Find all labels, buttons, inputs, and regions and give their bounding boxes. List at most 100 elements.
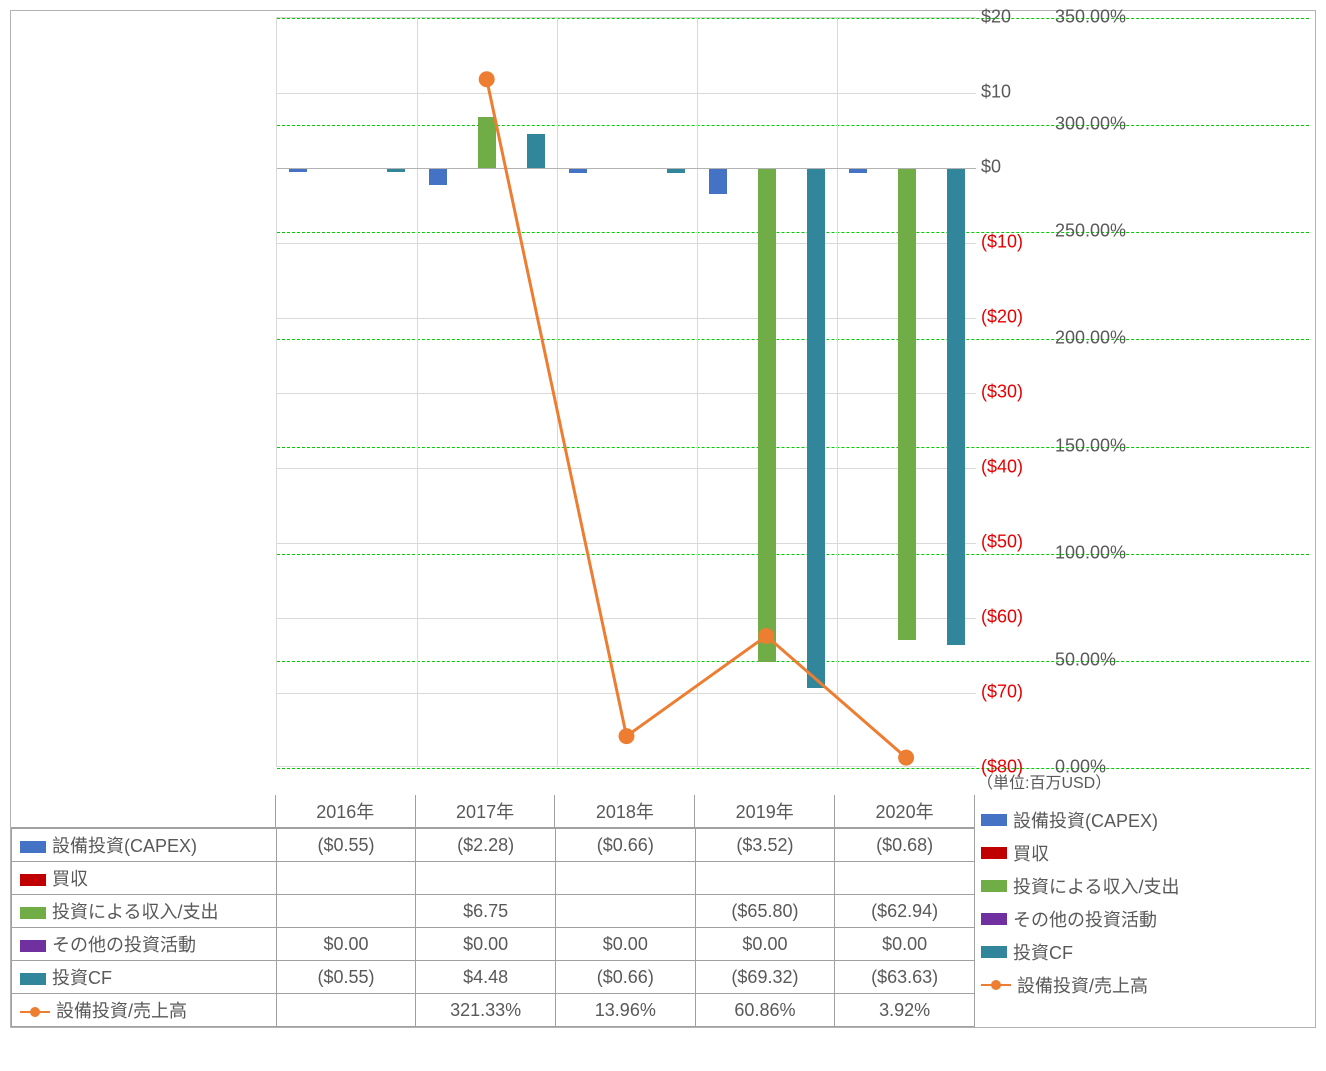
cell-capex: ($3.52)	[695, 829, 835, 862]
data-table: 設備投資(CAPEX)($0.55)($2.28)($0.66)($3.52)(…	[11, 828, 975, 1027]
y-right-tick: 250.00%	[1055, 221, 1126, 242]
legend-label: その他の投資活動	[1013, 906, 1157, 932]
swatch-icon	[981, 946, 1007, 958]
cell-other: $0.00	[276, 928, 416, 961]
cell-invest_cf: ($0.55)	[276, 961, 416, 994]
cell-acquisition	[556, 862, 696, 895]
y-left-tick: $20	[981, 7, 1011, 28]
swatch-icon	[981, 880, 1007, 892]
y-right-tick: 350.00%	[1055, 7, 1126, 28]
y-left-tick: ($40)	[981, 457, 1023, 478]
gridline-right	[277, 768, 1309, 769]
row-label-invest_io: 投資による収入/支出	[12, 895, 277, 928]
y-axis-left: $20$10$0($10)($20)($30)($40)($50)($60)($…	[981, 17, 1046, 767]
cell-ratio: 321.33%	[416, 994, 556, 1027]
y-left-tick: $0	[981, 157, 1001, 178]
cell-ratio: 13.96%	[556, 994, 696, 1027]
cell-capex: ($2.28)	[416, 829, 556, 862]
line-swatch-icon	[20, 1005, 50, 1019]
legend-item-invest_cf: 投資CF	[981, 935, 1179, 968]
legend-item-capex: 設備投資(CAPEX)	[981, 803, 1179, 836]
year-row: 2016年2017年2018年2019年2020年	[11, 795, 975, 828]
series-label: 設備投資/売上高	[56, 1001, 187, 1021]
legend-item-ratio: 設備投資/売上高	[981, 968, 1179, 1001]
ratio-marker	[479, 71, 495, 87]
cell-invest_io: ($65.80)	[695, 895, 835, 928]
line-swatch-icon	[981, 978, 1011, 992]
legend-item-acquisition: 買収	[981, 836, 1179, 869]
y-left-tick: ($50)	[981, 532, 1023, 553]
plot-area	[276, 17, 976, 767]
ratio-line	[487, 79, 906, 757]
legend-label: 設備投資(CAPEX)	[1013, 807, 1158, 833]
y-right-tick: 200.00%	[1055, 328, 1126, 349]
year-label: 2020年	[835, 795, 975, 828]
year-label: 2019年	[695, 795, 835, 828]
cell-ratio	[276, 994, 416, 1027]
cell-invest_io: ($62.94)	[835, 895, 975, 928]
cell-other: $0.00	[835, 928, 975, 961]
series-label: その他の投資活動	[52, 935, 196, 955]
swatch-icon	[20, 973, 46, 985]
legend: 設備投資(CAPEX) 買収投資による収入/支出その他の投資活動投資CF 設備投資/…	[981, 803, 1179, 1001]
y-right-tick: 50.00%	[1055, 649, 1116, 670]
cell-invest_io	[276, 895, 416, 928]
chart-area: $20$10$0($10)($20)($30)($40)($50)($60)($…	[11, 11, 1315, 801]
series-label: 投資による収入/支出	[52, 902, 218, 922]
cell-ratio: 60.86%	[695, 994, 835, 1027]
y-left-tick: ($30)	[981, 382, 1023, 403]
swatch-icon	[20, 940, 46, 952]
series-label: 投資CF	[52, 968, 112, 988]
y-right-tick: 100.00%	[1055, 542, 1126, 563]
ratio-marker	[898, 750, 914, 766]
cell-invest_cf: ($69.32)	[695, 961, 835, 994]
legend-label: 買収	[1013, 840, 1049, 866]
row-label-capex: 設備投資(CAPEX)	[12, 829, 277, 862]
legend-label: 投資CF	[1013, 939, 1073, 965]
cell-acquisition	[835, 862, 975, 895]
swatch-icon	[20, 841, 46, 853]
cell-other: $0.00	[695, 928, 835, 961]
swatch-icon	[981, 847, 1007, 859]
unit-note: （単位:百万USD）	[977, 769, 1111, 793]
legend-item-invest_io: 投資による収入/支出	[981, 869, 1179, 902]
legend-label: 設備投資/売上高	[1017, 972, 1148, 998]
year-label: 2017年	[415, 795, 555, 828]
y-right-tick: 150.00%	[1055, 435, 1126, 456]
cell-acquisition	[276, 862, 416, 895]
cell-acquisition	[695, 862, 835, 895]
swatch-icon	[20, 874, 46, 886]
y-left-tick: $10	[981, 82, 1011, 103]
row-label-acquisition: 買収	[12, 862, 277, 895]
y-axis-right: 350.00%300.00%250.00%200.00%150.00%100.0…	[1055, 17, 1150, 767]
y-left-tick: ($20)	[981, 307, 1023, 328]
cell-ratio: 3.92%	[835, 994, 975, 1027]
cell-invest_io	[556, 895, 696, 928]
cell-capex: ($0.55)	[276, 829, 416, 862]
ratio-line-layer	[277, 18, 976, 766]
ratio-marker	[619, 728, 635, 744]
ratio-marker	[758, 628, 774, 644]
year-label: 2016年	[275, 795, 415, 828]
y-right-tick: 300.00%	[1055, 114, 1126, 135]
cell-capex: ($0.66)	[556, 829, 696, 862]
chart-container: $20$10$0($10)($20)($30)($40)($50)($60)($…	[10, 10, 1316, 1028]
cell-invest_io: $6.75	[416, 895, 556, 928]
cell-other: $0.00	[556, 928, 696, 961]
row-label-other: その他の投資活動	[12, 928, 277, 961]
cell-other: $0.00	[416, 928, 556, 961]
swatch-icon	[981, 814, 1007, 826]
series-label: 買収	[52, 869, 88, 889]
series-label: 設備投資(CAPEX)	[52, 836, 197, 856]
swatch-icon	[981, 913, 1007, 925]
cell-capex: ($0.68)	[835, 829, 975, 862]
y-left-tick: ($60)	[981, 607, 1023, 628]
legend-item-other: その他の投資活動	[981, 902, 1179, 935]
swatch-icon	[20, 907, 46, 919]
cell-invest_cf: $4.48	[416, 961, 556, 994]
year-label: 2018年	[555, 795, 695, 828]
cell-invest_cf: ($0.66)	[556, 961, 696, 994]
row-label-invest_cf: 投資CF	[12, 961, 277, 994]
cell-acquisition	[416, 862, 556, 895]
legend-label: 投資による収入/支出	[1013, 873, 1179, 899]
